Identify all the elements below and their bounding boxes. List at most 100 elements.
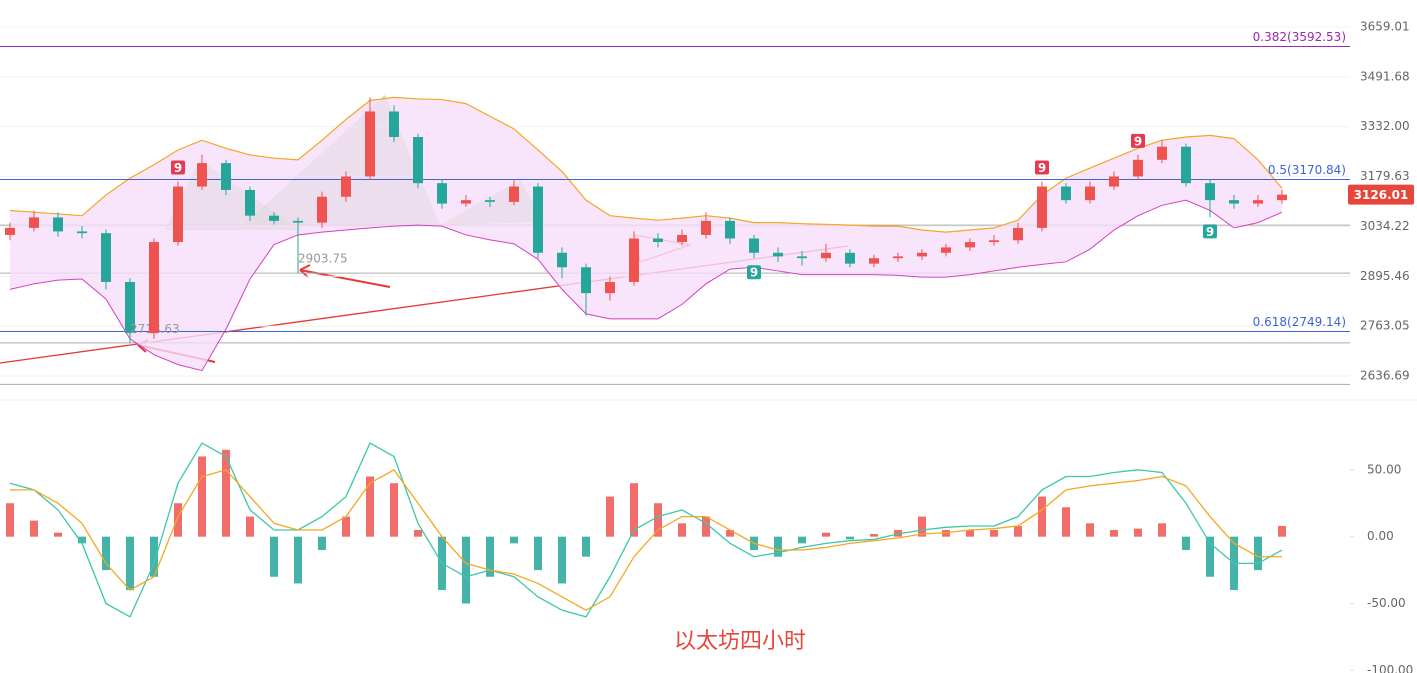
y-tick-label: 3034.22 [1360,219,1410,233]
macd-bar [870,533,878,537]
y-tick-label: 3659.01 [1360,20,1410,34]
candle-body [749,238,759,253]
candle-body [605,281,615,294]
macd-bar [1206,536,1214,577]
macd-bar [630,483,638,537]
candle-body [365,111,375,177]
macd-bar [966,529,974,537]
candle-body [701,220,711,235]
fib-label: 0.5(3170.84) [1268,163,1346,177]
candle-body [293,220,303,223]
macd-bar [1182,536,1190,551]
candle-body [101,233,111,282]
candle-body [221,163,231,190]
macd-bar [510,536,518,544]
td-sell-box [1035,160,1049,175]
macd-bar [942,529,950,537]
caption: 以太坊四小时 [674,629,806,654]
y-tick-label: -100.00 [1367,663,1413,673]
candle-body [461,200,471,204]
candle-body [773,252,783,257]
macd-bar [198,456,206,537]
y-tick-label: 3491.68 [1360,69,1410,83]
macd-bar [246,516,254,537]
y-tick-label: 2636.69 [1360,368,1410,382]
macd-bar [222,449,230,537]
low-label: 2903.75 [298,252,348,266]
candle-body [1229,200,1239,204]
candle-body [413,136,423,184]
macd-bar [366,476,374,537]
candle-body [533,186,543,253]
candle-body [965,242,975,248]
candle-body [557,252,567,268]
macd-bar [558,536,566,584]
td-sell: 9 [1038,161,1046,175]
candle-body [821,252,831,259]
candle-body [1157,146,1167,160]
candle-body [197,163,207,187]
macd-bar [414,529,422,537]
candle-body [917,252,927,257]
candle-body [1037,186,1047,228]
td-buy-box [747,265,761,280]
y-tick-label: 2895.46 [1360,269,1410,283]
fib-label: 0.382(3592.53) [1253,30,1346,44]
candle-body [77,231,87,234]
macd-bar [342,516,350,537]
candle-body [317,196,327,223]
band-fill [10,97,1282,371]
macd-bar [606,496,614,537]
macd-bar [462,536,470,604]
y-tick-label: -50.00 [1367,596,1406,610]
macd-bar [54,532,62,537]
macd-bar [1278,525,1286,537]
fib-label: 0.618(2749.14) [1253,315,1346,329]
macd-bar [798,536,806,544]
candle-body [173,186,183,243]
candle-body [149,242,159,334]
candle-body [1109,176,1119,187]
macd-bar [1134,528,1142,537]
candle-body [125,281,135,334]
td-sell: 9 [174,161,182,175]
candle-body [677,234,687,243]
macd-bar [6,503,14,537]
candle-body [29,217,39,228]
macd-bar [534,536,542,571]
candle-body [389,111,399,137]
macd-bar [918,516,926,537]
macd-dif [9,442,1283,618]
candle-body [845,252,855,264]
macd-bar [702,516,710,537]
td-buy: 9 [1206,225,1214,239]
td-buy: 9 [750,266,758,280]
macd-bar [150,536,158,577]
candle-body [797,256,807,259]
candle-body [245,189,255,216]
td-buy-box [1203,224,1217,239]
candle-body [5,227,15,235]
y-tick-label: 2763.05 [1360,319,1410,333]
band-lower [9,199,1283,372]
macd-bar [1062,507,1070,537]
candle-body [581,267,591,294]
price-tag-label: 3126.01 [1354,188,1409,202]
candle-body [1061,186,1071,201]
y-tick-label: 0.00 [1367,529,1394,543]
candle-body [437,183,447,204]
macd-bar [1014,525,1022,537]
macd-bar [78,536,86,544]
candle-body [1133,159,1143,177]
candle-body [1205,183,1215,201]
macd-bar [1086,523,1094,537]
candle-body [1181,146,1191,184]
macd-bar [294,536,302,584]
candle-body [1085,186,1095,201]
candle-body [341,176,351,197]
y-tick-label: 50.00 [1367,462,1401,476]
macd-bar [894,529,902,537]
candle-body [509,186,519,202]
candle-body [653,238,663,243]
